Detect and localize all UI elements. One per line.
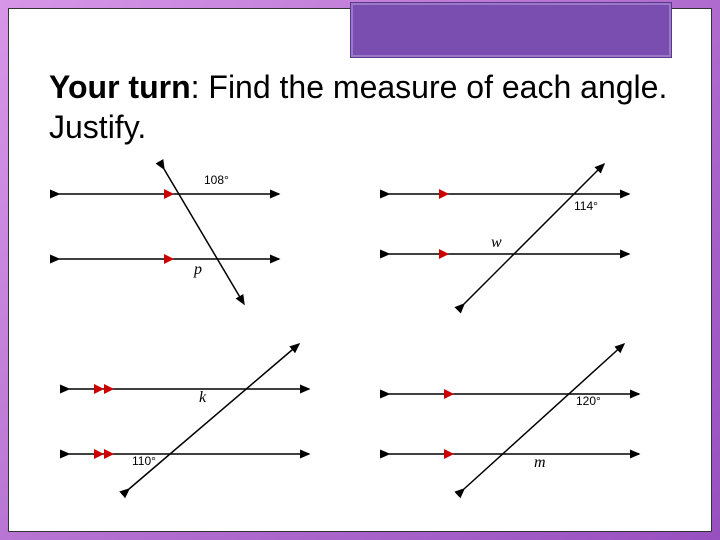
- diagram-bl-svg: [49, 339, 349, 499]
- diagram-area: 108° p 114° w: [49, 159, 671, 511]
- diagram-br-svg: [369, 339, 669, 499]
- diagram-tl-svg: [49, 159, 349, 319]
- diagram-bottom-left: k 110°: [49, 339, 349, 499]
- unknown-label-tl: p: [194, 261, 202, 279]
- slide-title: Your turn: Find the measure of each angl…: [49, 67, 671, 147]
- angle-value-br: 120°: [576, 394, 601, 408]
- title-bold: Your turn: [49, 69, 191, 105]
- unknown-label-tr: w: [491, 234, 502, 252]
- angle-value-tr: 114°: [574, 199, 598, 213]
- diagram-bottom-right: 120° m: [369, 339, 669, 499]
- diagram-top-left: 108° p: [49, 159, 349, 319]
- slide-frame: Your turn: Find the measure of each angl…: [8, 8, 712, 532]
- header-accent-box: [351, 3, 671, 57]
- angle-value-tl: 108°: [204, 173, 229, 187]
- diagram-top-right: 114° w: [369, 159, 669, 319]
- angle-value-bl: 110°: [132, 454, 156, 468]
- diagram-tr-svg: [369, 159, 669, 319]
- unknown-label-br: m: [534, 454, 546, 472]
- unknown-label-bl: k: [199, 389, 206, 407]
